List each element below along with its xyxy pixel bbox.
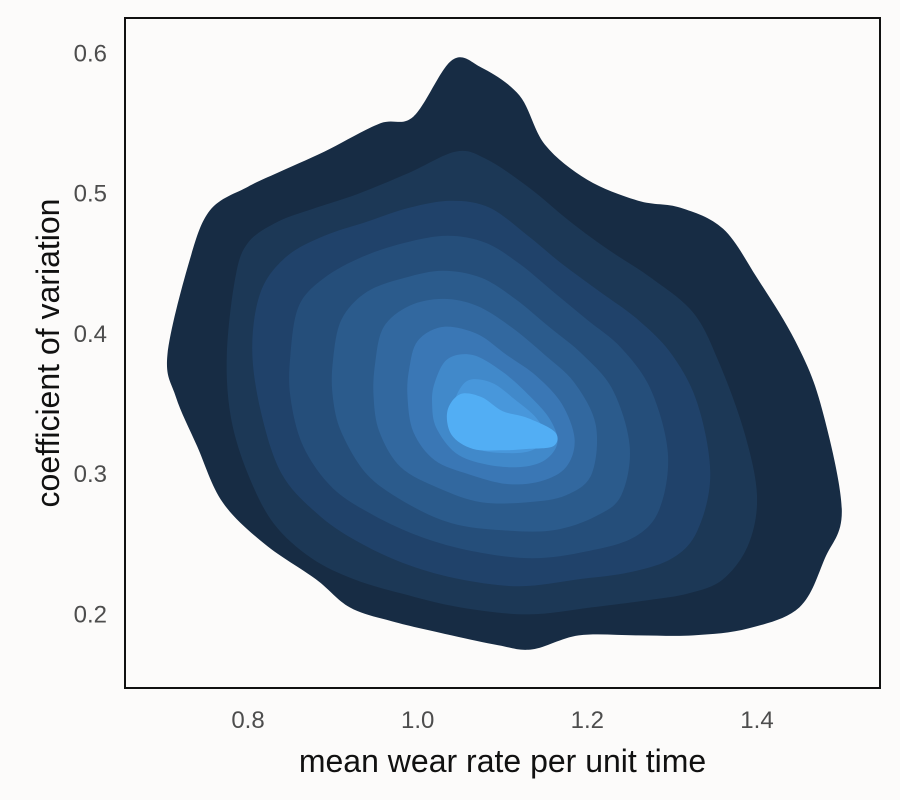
contour-level-10 — [446, 393, 558, 451]
x-tick-label: 1.4 — [740, 707, 773, 734]
y-axis-ticks: 0.2 0.3 0.4 0.5 0.6 — [74, 40, 107, 628]
y-tick-label: 0.2 — [74, 601, 107, 628]
contour-layer — [166, 57, 842, 650]
y-tick-label: 0.4 — [74, 321, 107, 348]
x-tick-label: 1.2 — [571, 707, 604, 734]
x-tick-label: 1.0 — [401, 707, 434, 734]
x-axis-ticks: 0.8 1.0 1.2 1.4 — [231, 707, 773, 734]
x-axis-title: mean wear rate per unit time — [299, 743, 706, 779]
y-tick-label: 0.5 — [74, 181, 107, 208]
y-axis-title: coefficient of variation — [30, 199, 66, 508]
x-tick-label: 0.8 — [231, 707, 264, 734]
y-tick-label: 0.6 — [74, 40, 107, 67]
y-tick-label: 0.3 — [74, 461, 107, 488]
plot-panel-border — [124, 17, 881, 689]
